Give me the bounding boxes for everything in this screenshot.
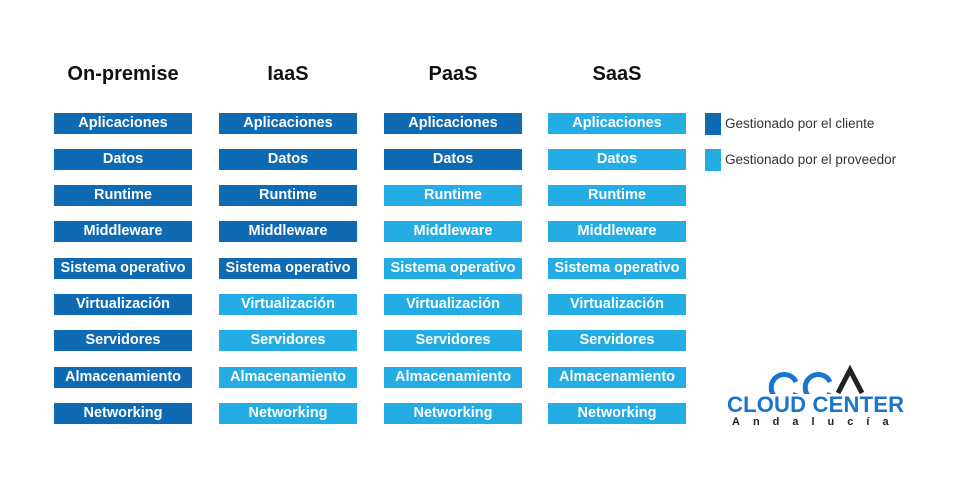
column-title: On-premise [67, 63, 179, 85]
legend-swatch [705, 149, 721, 171]
logo-main-text: CLOUD CENTER [727, 392, 905, 417]
layer-cell: Middleware [219, 221, 357, 242]
layer-cell: Almacenamiento [548, 367, 686, 388]
layer-cell: Sistema operativo [548, 258, 686, 279]
layer-cell: Aplicaciones [54, 113, 192, 134]
legend-swatch [705, 113, 721, 135]
layer-cell: Networking [384, 403, 522, 424]
layer-cell: Sistema operativo [54, 258, 192, 279]
layer-cell: Servidores [54, 330, 192, 351]
layer-cell: Runtime [548, 185, 686, 206]
cloud-center-logo: CLOUD CENTER Andalucía [722, 364, 912, 434]
layer-cell: Aplicaciones [384, 113, 522, 134]
logo-mark-icon [768, 364, 865, 394]
layer-cell: Runtime [219, 185, 357, 206]
layer-cell: Middleware [384, 221, 522, 242]
layer-cell: Sistema operativo [219, 258, 357, 279]
legend-label: Gestionado por el proveedor [725, 152, 897, 167]
column-title: IaaS [267, 63, 309, 85]
layer-cell: Servidores [384, 330, 522, 351]
layer-cell: Networking [548, 403, 686, 424]
layer-cell: Almacenamiento [219, 367, 357, 388]
layer-cell: Runtime [384, 185, 522, 206]
layer-cell: Sistema operativo [384, 258, 522, 279]
layer-cell: Datos [384, 149, 522, 170]
layer-cell: Virtualización [384, 294, 522, 315]
layer-cell: Servidores [219, 330, 357, 351]
layer-cell: Servidores [548, 330, 686, 351]
layer-cell: Datos [54, 149, 192, 170]
layer-cell: Almacenamiento [54, 367, 192, 388]
layer-cell: Almacenamiento [384, 367, 522, 388]
logo-sub-text: Andalucía [732, 416, 902, 428]
layer-cell: Datos [219, 149, 357, 170]
layer-cell: Virtualización [219, 294, 357, 315]
layer-cell: Aplicaciones [548, 113, 686, 134]
layer-cell: Runtime [54, 185, 192, 206]
column-title: SaaS [592, 63, 642, 85]
layer-cell: Middleware [54, 221, 192, 242]
layer-cell: Virtualización [548, 294, 686, 315]
legend-label: Gestionado por el cliente [725, 116, 875, 131]
layer-cell: Networking [219, 403, 357, 424]
layer-cell: Virtualización [54, 294, 192, 315]
layer-cell: Networking [54, 403, 192, 424]
layer-cell: Aplicaciones [219, 113, 357, 134]
layer-cell: Datos [548, 149, 686, 170]
column-title: PaaS [428, 63, 478, 85]
layer-cell: Middleware [548, 221, 686, 242]
